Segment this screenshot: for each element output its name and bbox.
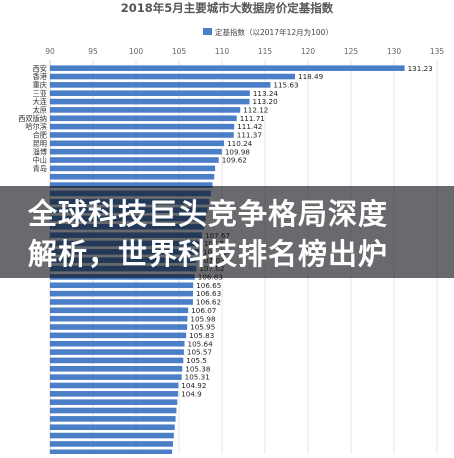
bar — [50, 98, 250, 105]
bar — [50, 449, 173, 456]
x-tick-label: 115 — [258, 47, 273, 56]
bar — [50, 349, 184, 355]
legend-swatch — [203, 28, 212, 35]
x-tick-label: 110 — [215, 47, 230, 56]
data-label: 115.63 — [273, 80, 298, 89]
category-label: 淄博 — [33, 147, 47, 156]
data-label: 111.42 — [237, 122, 262, 131]
legend-label: 定基指数（以2017年12月为100） — [215, 27, 333, 37]
x-tick-label: 125 — [344, 47, 359, 56]
data-label: 105.38 — [185, 364, 211, 373]
bar — [50, 65, 405, 71]
bar — [50, 407, 177, 414]
data-label: 106.07 — [191, 306, 216, 315]
data-label: 113.20 — [253, 97, 279, 106]
category-label: 合肥 — [33, 131, 47, 140]
bar — [50, 332, 187, 339]
bar — [50, 123, 235, 130]
category-label: 哈尔滨 — [25, 122, 47, 131]
bar — [50, 82, 271, 88]
bar — [50, 132, 234, 138]
x-tick-label: 130 — [387, 47, 402, 56]
bar — [50, 299, 193, 305]
headline-overlay: 全球科技巨头竞争格局深度 解析，世界科技排名榜出炉 — [0, 186, 454, 278]
bar — [50, 357, 184, 364]
headline-line-1: 全球科技巨头竞争格局深度 — [28, 197, 389, 231]
data-label: 110.24 — [227, 139, 253, 148]
data-label: 105.5 — [186, 356, 207, 365]
data-label: 111.37 — [237, 131, 262, 140]
bar — [50, 73, 296, 80]
category-label: 香港 — [33, 72, 48, 81]
data-label: 106.63 — [196, 289, 221, 298]
bar — [50, 340, 185, 347]
bar — [50, 382, 179, 389]
bar — [50, 290, 194, 297]
data-label: 105.95 — [190, 323, 215, 332]
category-label: 青岛 — [33, 164, 47, 173]
category-label: 中山 — [33, 156, 47, 165]
bar — [50, 424, 175, 431]
bar — [50, 391, 179, 397]
data-label: 131.23 — [408, 64, 433, 73]
bar — [50, 90, 250, 97]
category-label: 大连 — [33, 97, 47, 106]
bar — [50, 365, 183, 372]
bar — [50, 165, 216, 172]
chart-title: 2018年5月主要城市大数据房价定基指数 — [121, 1, 334, 15]
category-label: 太原 — [33, 106, 47, 115]
data-label: 106.62 — [196, 298, 221, 307]
bar — [50, 115, 237, 122]
data-label: 105.83 — [189, 331, 214, 340]
data-label: 105.31 — [185, 373, 210, 382]
bar — [50, 140, 225, 147]
category-label: 昆明 — [33, 139, 47, 148]
bar — [50, 157, 219, 163]
bar — [50, 307, 189, 314]
x-tick-label: 135 — [430, 47, 445, 56]
bar — [50, 315, 188, 322]
bar — [50, 399, 178, 405]
bar — [50, 107, 241, 113]
data-label: 111.71 — [240, 114, 265, 123]
bar — [50, 282, 194, 289]
category-label: 三亚 — [33, 89, 47, 98]
category-label: 重庆 — [33, 80, 47, 89]
x-tick-label: 100 — [129, 47, 144, 56]
x-tick-label: 105 — [172, 47, 187, 56]
bar — [50, 173, 215, 180]
bar — [50, 182, 213, 188]
x-tick-label: 95 — [88, 47, 98, 56]
x-tick-label: 120 — [301, 47, 316, 56]
data-label: 105.64 — [188, 339, 214, 348]
data-label: 109.98 — [225, 147, 251, 156]
data-label: 112.12 — [243, 106, 268, 115]
data-label: 106.65 — [196, 281, 221, 290]
x-tick-label: 90 — [45, 47, 55, 56]
data-label: 104.92 — [181, 381, 206, 390]
bar — [50, 441, 173, 447]
bar — [50, 416, 176, 422]
data-label: 118.49 — [298, 72, 324, 81]
data-label: 105.57 — [187, 348, 212, 357]
data-label: 105.98 — [190, 314, 216, 323]
headline-line-2: 解析，世界科技排名榜出炉 — [28, 237, 389, 271]
bar — [50, 324, 188, 330]
bar — [50, 374, 182, 380]
data-label: 109.62 — [222, 156, 247, 165]
bar — [50, 432, 174, 439]
bar — [50, 148, 222, 155]
category-label: 西双版纳 — [18, 114, 47, 123]
data-label: 113.24 — [253, 89, 279, 98]
category-label: 西安 — [33, 64, 47, 73]
data-label: 104.9 — [181, 389, 202, 398]
